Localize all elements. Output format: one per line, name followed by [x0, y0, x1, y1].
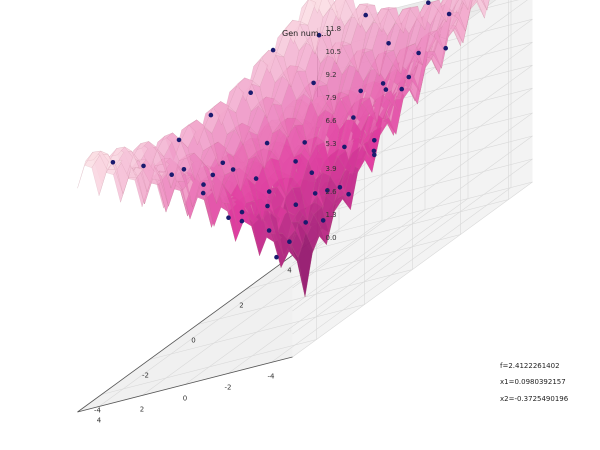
population-point [358, 88, 364, 94]
population-point [309, 170, 315, 175]
population-point [110, 160, 116, 165]
population-point [239, 209, 245, 215]
population-point [264, 140, 270, 146]
gridline-z [292, 112, 533, 289]
population-point [230, 167, 236, 172]
population-point [239, 218, 245, 224]
z-tick-label: 3.9 [326, 165, 337, 173]
population-point [372, 138, 377, 143]
population-point [406, 74, 412, 80]
population-point [141, 163, 146, 169]
x-tick-label: 2 [140, 406, 144, 414]
population-point [351, 115, 356, 120]
y-tick-label: 0 [191, 337, 195, 345]
population-point [311, 80, 316, 86]
gridline-z [292, 181, 533, 358]
population-point [383, 87, 389, 92]
population-point [253, 176, 259, 181]
population-point [371, 148, 377, 154]
points-layer [110, 0, 452, 260]
population-point [266, 189, 272, 194]
x-tick-label: 4 [97, 417, 102, 425]
readout-x2: x2=-0.3725490196 [500, 395, 569, 403]
y-axis-line [77, 236, 318, 413]
surface-layer [77, 0, 490, 298]
population-point [337, 185, 343, 190]
population-point [386, 41, 391, 46]
surface-facet [285, 19, 301, 44]
z-tick-label: 6.6 [326, 117, 338, 125]
population-point [426, 0, 431, 5]
y-tick-label: -2 [142, 372, 149, 380]
z-tick-label: 11.8 [326, 25, 342, 33]
surface-facet [482, 0, 490, 11]
population-point [320, 218, 326, 223]
population-point [293, 202, 299, 207]
surface-facet [461, 0, 469, 10]
population-point [293, 159, 298, 164]
surface-facet [85, 150, 102, 162]
population-point [302, 140, 308, 145]
x-tick-label: 0 [183, 395, 187, 403]
population-point [443, 45, 449, 51]
population-point [303, 220, 309, 225]
x-tick-label: -4 [268, 373, 276, 381]
surface-facet [213, 101, 229, 126]
surface-facet [77, 152, 93, 189]
population-point [169, 172, 174, 177]
population-point [176, 137, 182, 143]
population-point [210, 172, 216, 178]
x-tick-label: -2 [225, 384, 232, 392]
z-tick-label: 0.0 [326, 234, 337, 242]
population-point [220, 160, 226, 166]
population-point [265, 203, 270, 209]
z-tick-label: 1.3 [326, 211, 337, 219]
chart-title: Gen num...0 [282, 29, 331, 38]
population-point [325, 188, 330, 193]
population-point [372, 152, 377, 158]
readout-f: f=2.4122261402 [500, 362, 560, 370]
y-tick-label: 4 [287, 267, 292, 275]
population-point [342, 144, 347, 150]
population-point [208, 112, 214, 118]
surface-facet [327, 0, 340, 21]
population-point [226, 215, 231, 220]
population-point [316, 32, 322, 38]
z-tick-label: 2.6 [326, 188, 338, 196]
population-point [181, 167, 187, 172]
ticks-layer: -4 -2 0 2 4 -4 -2 0 2 4 0.0 1.3 2.6 3.9 5.3 6.6 7.9 9.2 10… [94, 25, 341, 424]
gridline-z [292, 135, 533, 312]
population-point [346, 191, 351, 197]
population-point [399, 86, 405, 92]
x-axis-line [77, 356, 293, 413]
population-point [266, 228, 272, 233]
population-point [248, 90, 253, 95]
surface-facet [205, 101, 221, 114]
z-tick-label: 5.3 [326, 140, 337, 148]
population-point [287, 239, 292, 244]
population-point [201, 182, 206, 187]
y-tick-label: 2 [239, 302, 243, 310]
surface-facet [481, 0, 488, 11]
y-tick-label: -4 [94, 407, 102, 415]
population-point [200, 190, 206, 196]
population-point [416, 50, 421, 56]
z-tick-label: 10.5 [326, 48, 342, 56]
readout-x1: x1=0.0980392157 [500, 378, 566, 386]
gridline-z [292, 158, 533, 335]
surface-facet [277, 20, 293, 39]
population-point [270, 47, 276, 53]
population-point [363, 12, 369, 18]
z-tick-label: 7.9 [326, 94, 337, 102]
surface-facet [229, 77, 245, 93]
surface-facet [301, 0, 309, 9]
surface-facet [237, 77, 253, 102]
population-point [312, 191, 318, 196]
population-point [274, 254, 279, 260]
population-point [446, 11, 452, 17]
z-tick-label: 9.2 [326, 71, 337, 79]
population-point [380, 81, 386, 86]
surface-facet [300, 0, 316, 26]
